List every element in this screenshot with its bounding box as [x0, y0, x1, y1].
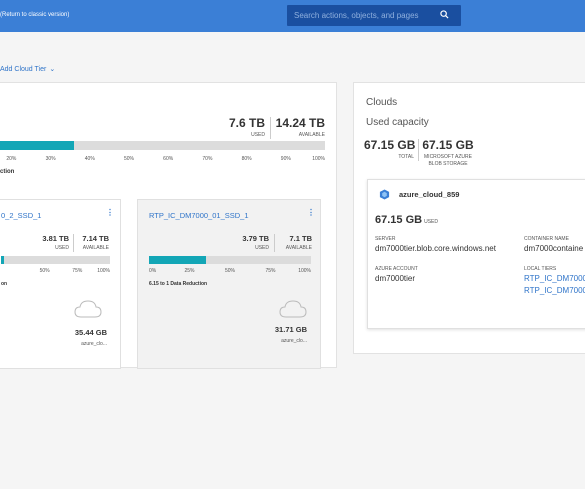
capacity-bar [0, 141, 325, 150]
tick-label: 50% [224, 268, 236, 274]
cloud-icon [74, 300, 102, 318]
used-capacity: 7.6 TB USED [190, 116, 265, 138]
tier-available-value: 7.1 TB [289, 234, 312, 243]
used-capacity-title: Used capacity [366, 117, 429, 128]
more-options-icon[interactable]: ⋮ [106, 208, 114, 217]
tier-used-value: 3.81 TB [42, 234, 69, 243]
available-value: 14.24 TB [275, 116, 325, 130]
tick-label: 100% [298, 268, 311, 274]
tick-label: 100% [312, 156, 325, 162]
tick-label: 100% [97, 268, 110, 274]
cloud-icon [279, 300, 307, 318]
tier-card-title[interactable]: RTP_IC_DM7000_01_SSD_1 [149, 211, 249, 220]
tier-card-title[interactable]: 0_2_SSD_1 [1, 211, 42, 220]
cloud-total: 67.15 GB TOTAL [364, 138, 416, 160]
tier-capacity-bar [1, 256, 110, 264]
search-input[interactable]: Search actions, objects, and pages [294, 11, 419, 20]
tier-available-label: AVAILABLE [82, 245, 109, 251]
capacity-bar-fill [0, 141, 74, 150]
cloud-tier-name: azure_clo... [81, 341, 107, 347]
available-capacity: 14.24 TB AVAILABLE [270, 116, 325, 138]
local-tiers-label: LOCAL TIERS [524, 266, 557, 272]
cloud-tier-size: 35.44 GB [74, 328, 107, 337]
tier-capacity-bar-fill [1, 256, 5, 264]
cloud-azure-value: 67.15 GB [422, 138, 474, 152]
tier-used-label: USED [255, 245, 269, 251]
cloud-card[interactable]: azure_cloud_859 67.15 GB USED SERVER dm70… [367, 179, 585, 329]
add-cloud-tier-button[interactable]: Add Cloud Tier ⌄ [0, 65, 55, 73]
clouds-title: Clouds [366, 97, 398, 108]
tick-label: 20% [6, 156, 17, 162]
tier-data-reduction: on [1, 281, 8, 287]
available-label: AVAILABLE [298, 132, 325, 138]
capacity-ticks: 20% 30% 40% 50% 60% 70% 80% 90% 100% [0, 156, 325, 164]
tick-label: 0% [149, 268, 157, 274]
add-cloud-tier-label: Add Cloud Tier [0, 66, 47, 73]
tier-ticks: 50% 75% 100% [1, 268, 110, 276]
cloud-tier-name: azure_clo... [281, 338, 307, 344]
tier-capacity-bar [149, 256, 311, 264]
tier-card[interactable]: 0_2_SSD_1 ⋮ 3.81 TB USED 7.14 TB AVAILAB… [0, 199, 121, 369]
cloud-card-capacity-unit: USED [424, 219, 438, 225]
tick-label: 40% [84, 156, 95, 162]
tick-label: 50% [123, 156, 134, 162]
azure-icon [379, 189, 390, 200]
data-reduction-text: ction [0, 169, 15, 175]
tick-label: 60% [163, 156, 174, 162]
search-box[interactable]: Search actions, objects, and pages [287, 5, 461, 26]
azure-account-value: dm7000tier [375, 274, 416, 283]
azure-account-label: AZURE ACCOUNT [375, 266, 418, 272]
tier-capacity-bar-fill [149, 256, 206, 264]
used-value: 7.6 TB [228, 116, 265, 130]
cloud-azure-label-2: BLOB STORAGE [428, 161, 468, 167]
tier-used: 3.79 TB USED [223, 234, 269, 251]
top-bar: (Return to classic version) Search actio… [0, 0, 585, 32]
server-label: SERVER [375, 236, 396, 242]
tick-label: 80% [241, 156, 252, 162]
tier-available: 7.1 TB AVAILABLE [274, 234, 312, 251]
server-value: dm7000tier.blob.core.windows.net [375, 244, 496, 253]
more-options-icon[interactable]: ⋮ [307, 208, 315, 217]
tier-used-label: USED [55, 245, 69, 251]
divider [73, 234, 74, 252]
tick-label: 70% [202, 156, 213, 162]
cloud-azure: 67.15 GB MICROSOFT AZURE BLOB STORAGE [418, 138, 478, 167]
local-tier-link[interactable]: RTP_IC_DM7000 [524, 286, 585, 295]
tick-label: 75% [72, 268, 83, 274]
tier-available-value: 7.14 TB [82, 234, 109, 243]
tick-label: 30% [45, 156, 56, 162]
tier-available: 7.14 TB AVAILABLE [73, 234, 109, 251]
divider [274, 234, 275, 252]
cloud-card-name[interactable]: azure_cloud_859 [399, 190, 460, 199]
tick-label: 50% [39, 268, 50, 274]
cloud-total-label: TOTAL [398, 154, 414, 160]
search-icon[interactable] [440, 10, 449, 19]
tier-data-reduction: 6.15 to 1 Data Reduction [149, 281, 208, 287]
container-value: dm7000containe [524, 244, 584, 253]
tick-label: 90% [280, 156, 291, 162]
clouds-panel: Clouds Used capacity 67.15 GB TOTAL 67.1… [353, 82, 585, 354]
cloud-card-capacity-value: 67.15 GB [375, 214, 423, 226]
return-classic-link[interactable]: (Return to classic version) [0, 12, 70, 18]
chevron-down-icon: ⌄ [49, 66, 56, 73]
divider [418, 139, 419, 161]
tier-used-value: 3.79 TB [242, 234, 269, 243]
local-tier-link[interactable]: RTP_IC_DM7000 [524, 274, 585, 283]
tier-card[interactable]: RTP_IC_DM7000_01_SSD_1 ⋮ 3.79 TB USED 7.… [137, 199, 321, 369]
tier-available-label: AVAILABLE [285, 245, 312, 251]
cloud-total-value: 67.15 GB [364, 138, 416, 152]
tier-used: 3.81 TB USED [29, 234, 69, 251]
tick-label: 25% [184, 268, 195, 274]
cloud-card-capacity: 67.15 GB USED [375, 214, 438, 226]
cloud-tier-size: 31.71 GB [274, 325, 307, 334]
tick-label: 75% [265, 268, 276, 274]
divider [270, 117, 271, 139]
container-label: CONTAINER NAME [524, 236, 569, 242]
tier-ticks: 0% 25% 50% 75% 100% [149, 268, 311, 276]
local-tiers-panel: 7.6 TB USED 14.24 TB AVAILABLE 20% 30% 4… [0, 82, 337, 369]
used-label: USED [251, 132, 265, 138]
cloud-azure-label-1: MICROSOFT AZURE [424, 154, 472, 160]
